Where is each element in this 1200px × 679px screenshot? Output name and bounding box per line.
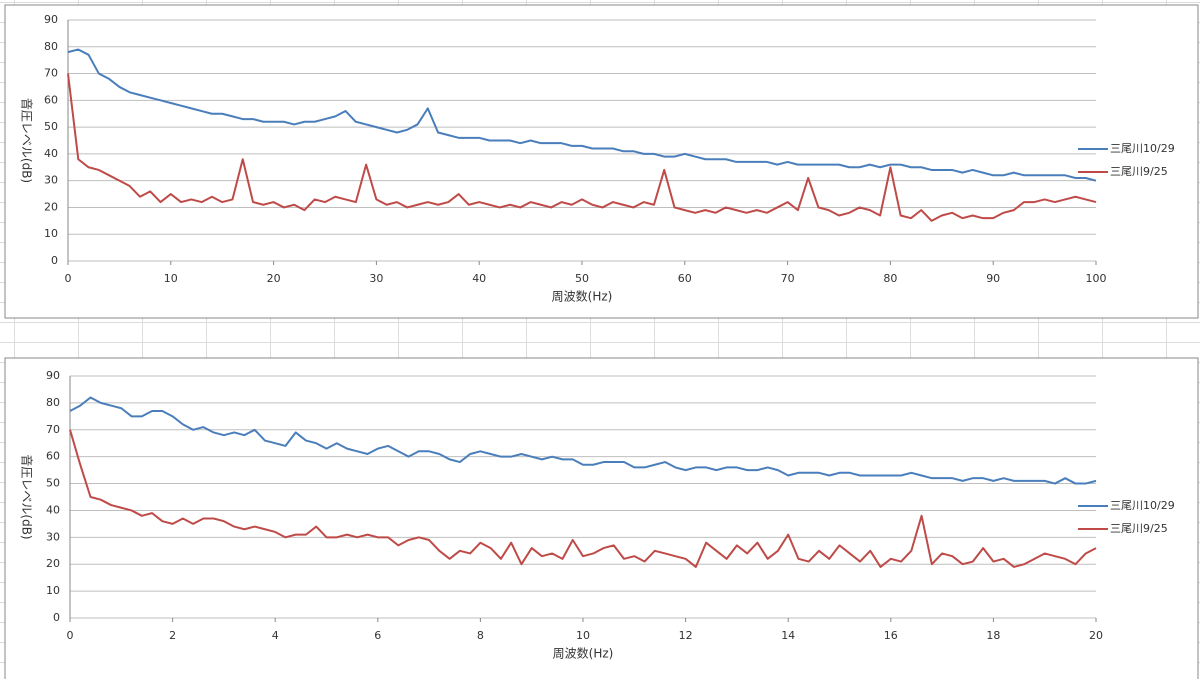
- x-tick-label: 4: [272, 629, 279, 642]
- x-tick-label: 20: [267, 272, 281, 285]
- y-tick-label: 0: [51, 254, 58, 267]
- y-tick-label: 60: [46, 450, 60, 463]
- x-tick-label: 2: [169, 629, 176, 642]
- y-axis-label: 音圧レベル(dB): [20, 98, 35, 183]
- data-line: [69, 396, 1097, 485]
- x-tick-label: 0: [65, 272, 72, 285]
- x-tick-label: 50: [575, 272, 589, 285]
- y-tick-label: 70: [44, 67, 58, 80]
- x-tick-label: 60: [678, 272, 692, 285]
- y-tick-label: 40: [46, 503, 60, 516]
- y-axis-label: 音圧レベル(dB): [20, 454, 35, 539]
- x-tick-label: 90: [986, 272, 1000, 285]
- x-tick-label: 10: [576, 629, 590, 642]
- x-tick-label: 16: [884, 629, 898, 642]
- legend-label: 三尾川9/25: [1110, 165, 1168, 178]
- y-tick-label: 0: [53, 611, 60, 624]
- y-tick-label: 10: [44, 227, 58, 240]
- x-tick-label: 100: [1086, 272, 1107, 285]
- legend-label: 三尾川9/25: [1110, 522, 1168, 535]
- x-tick-label: 0: [67, 629, 74, 642]
- data-line: [67, 48, 1097, 182]
- data-line: [69, 429, 1097, 568]
- x-tick-label: 12: [679, 629, 693, 642]
- x-tick-label: 8: [477, 629, 484, 642]
- y-tick-label: 90: [44, 13, 58, 26]
- x-tick-label: 10: [164, 272, 178, 285]
- y-tick-label: 40: [44, 147, 58, 160]
- y-tick-label: 60: [44, 93, 58, 106]
- y-tick-label: 20: [46, 557, 60, 570]
- x-tick-label: 70: [781, 272, 795, 285]
- x-tick-label: 80: [883, 272, 897, 285]
- y-tick-label: 30: [44, 174, 58, 187]
- y-tick-label: 70: [46, 423, 60, 436]
- legend-label: 三尾川10/29: [1110, 142, 1175, 155]
- y-tick-label: 30: [46, 530, 60, 543]
- y-tick-label: 80: [44, 40, 58, 53]
- x-tick-label: 40: [472, 272, 486, 285]
- y-tick-label: 50: [46, 477, 60, 490]
- x-tick-label: 14: [781, 629, 795, 642]
- legend-label: 三尾川10/29: [1110, 499, 1175, 512]
- chart-area: [4, 4, 1199, 319]
- data-line: [67, 73, 1097, 222]
- y-tick-label: 20: [44, 200, 58, 213]
- x-tick-label: 6: [374, 629, 381, 642]
- x-tick-label: 30: [369, 272, 383, 285]
- x-axis-label: 周波数(Hz): [552, 289, 613, 304]
- y-tick-label: 50: [44, 120, 58, 133]
- y-tick-label: 80: [46, 396, 60, 409]
- y-tick-label: 10: [46, 584, 60, 597]
- x-tick-label: 20: [1089, 629, 1103, 642]
- x-tick-label: 18: [986, 629, 1000, 642]
- y-tick-label: 90: [46, 369, 60, 382]
- x-axis-label: 周波数(Hz): [553, 646, 614, 661]
